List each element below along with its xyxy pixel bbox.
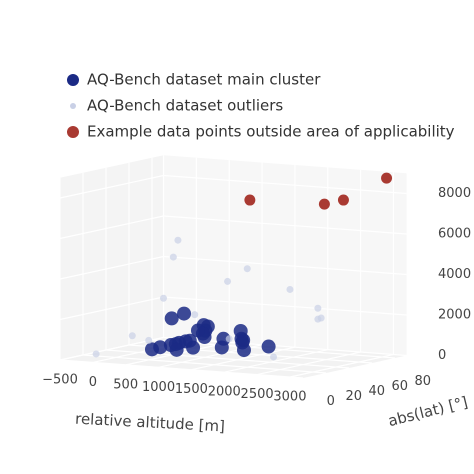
data-point <box>92 350 100 358</box>
data-point <box>128 332 136 340</box>
data-point <box>169 342 184 357</box>
y-tick-label: 20 <box>346 389 363 404</box>
z-grid-line <box>163 215 407 235</box>
x-tick-label: 2000 <box>208 385 241 400</box>
legend-label: AQ-Bench dataset main cluster <box>87 71 321 89</box>
legend-marker <box>67 74 79 86</box>
side-pane <box>60 155 164 360</box>
data-point <box>314 304 322 312</box>
data-point <box>174 236 182 244</box>
x-grid-line <box>191 346 296 371</box>
legend-label: Example data points outside area of appl… <box>87 123 455 141</box>
panes <box>59 155 407 379</box>
data-point <box>169 253 177 261</box>
y-axis-title: abs(lat) [°] <box>386 393 469 430</box>
data-point <box>153 340 168 355</box>
z-tick-label: 4000 <box>438 267 471 282</box>
back-pane <box>163 155 407 356</box>
data-point <box>236 333 251 348</box>
z-grid-line <box>59 174 164 199</box>
x-tick-label: 2500 <box>241 387 274 402</box>
x-grid-line <box>289 353 394 378</box>
data-point <box>381 172 393 184</box>
data-point <box>224 277 232 285</box>
data-point <box>190 323 205 338</box>
x-tick-label: −500 <box>42 373 78 388</box>
legend-label: AQ-Bench dataset outliers <box>87 97 283 115</box>
y-tick-label: 60 <box>392 379 409 394</box>
data-point <box>286 285 294 293</box>
data-point <box>191 311 199 319</box>
z-grid-line <box>59 255 164 280</box>
data-point <box>318 198 330 210</box>
data-point <box>177 306 192 321</box>
data-point <box>225 335 233 343</box>
x-tick-label: 0 <box>89 375 97 390</box>
data-point <box>243 265 251 273</box>
data-point <box>214 340 229 355</box>
z-grid-line <box>163 255 407 276</box>
z-tick-label: 0 <box>438 348 446 363</box>
y-grid-line <box>82 354 327 374</box>
data-point <box>159 294 167 302</box>
z-tick-label: 8000 <box>438 186 471 201</box>
x-grid-line <box>256 351 361 376</box>
x-axis-title: relative altitude [m] <box>75 410 226 436</box>
z-tick-label: 2000 <box>438 307 471 322</box>
data-point <box>145 336 153 344</box>
z-grid-line <box>163 174 407 195</box>
x-tick-label: 1500 <box>175 382 208 397</box>
x-grid-line <box>224 349 328 373</box>
y-grid-line <box>59 359 304 379</box>
data-point <box>270 353 278 361</box>
z-grid-line <box>59 296 164 321</box>
data-point <box>337 194 349 206</box>
data-point <box>314 315 322 323</box>
y-tick-label: 0 <box>327 394 335 409</box>
data-point <box>261 339 276 354</box>
y-tick-label: 80 <box>415 374 432 389</box>
x-tick-label: 500 <box>113 377 138 392</box>
data-point <box>244 194 256 206</box>
x-tick-label: 1000 <box>142 380 175 395</box>
z-grid-line <box>59 215 164 240</box>
legend-marker <box>67 126 79 138</box>
y-tick-label: 40 <box>369 384 386 399</box>
z-grid-line <box>163 296 407 316</box>
x-tick-label: 3000 <box>273 390 306 405</box>
legend-marker <box>70 103 76 109</box>
z-tick-label: 6000 <box>438 226 471 241</box>
data-point <box>164 311 179 326</box>
data-point <box>186 340 201 355</box>
